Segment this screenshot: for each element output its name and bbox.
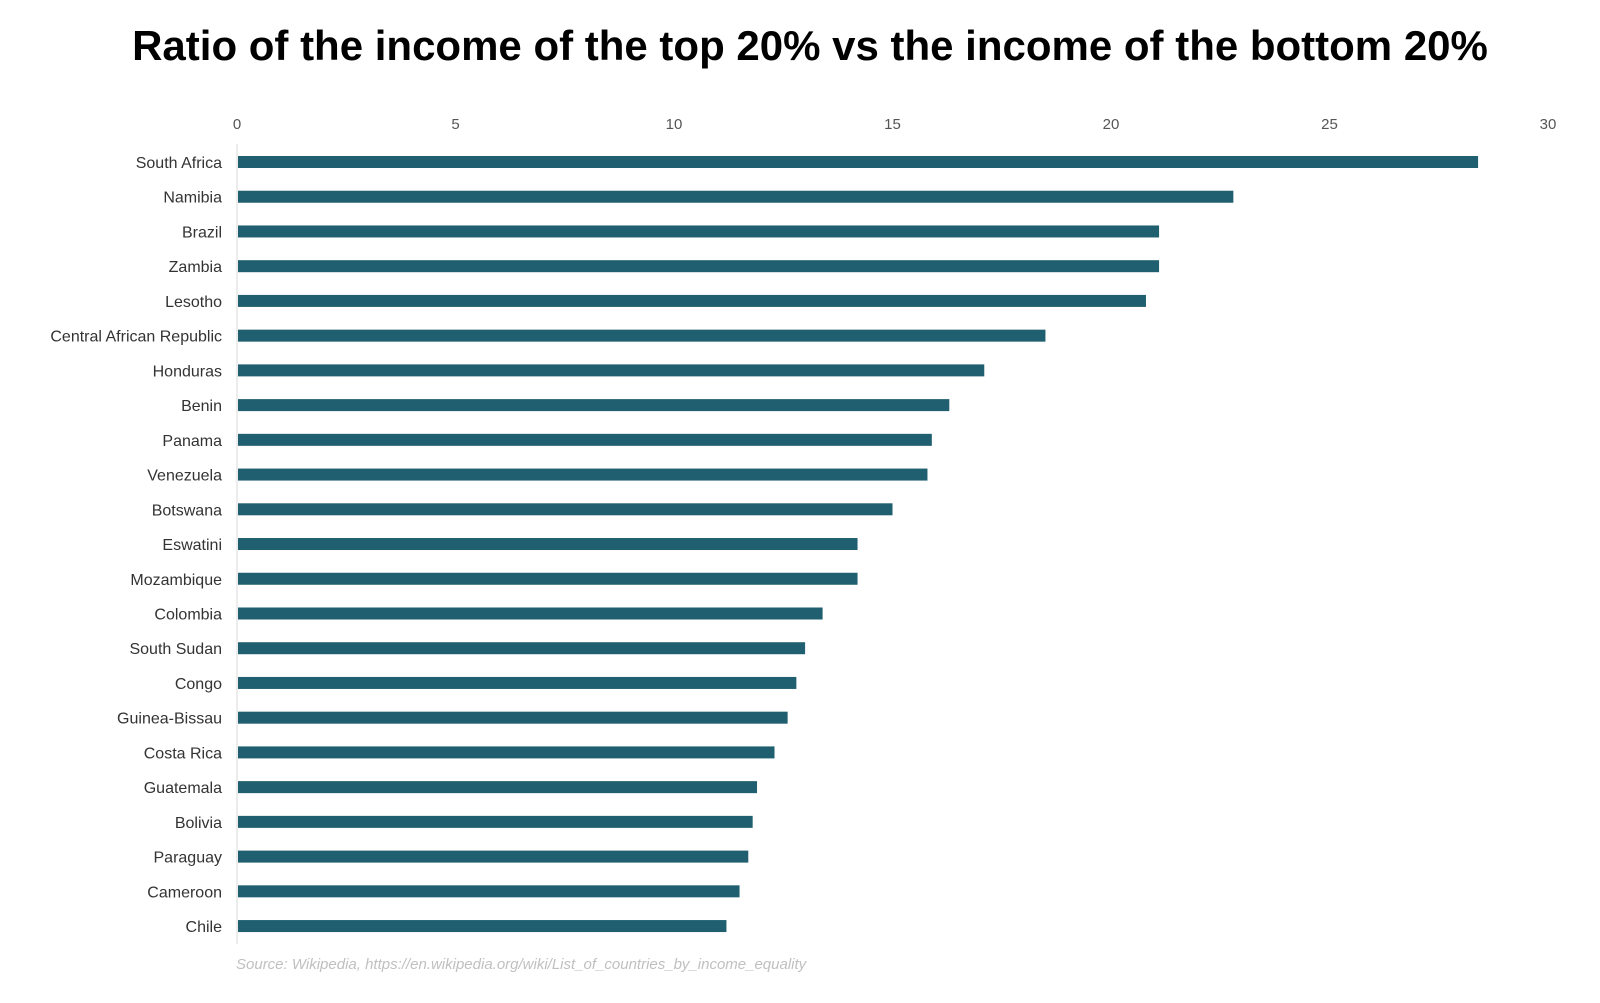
bar bbox=[238, 468, 928, 481]
bar bbox=[238, 225, 1160, 238]
bar bbox=[238, 850, 749, 863]
bar bbox=[238, 642, 806, 655]
category-label: Botswana bbox=[152, 502, 222, 519]
x-tick-label: 5 bbox=[451, 116, 459, 133]
bar bbox=[238, 885, 740, 898]
category-label: Honduras bbox=[153, 363, 222, 380]
category-label: Central African Republic bbox=[50, 329, 222, 346]
bar bbox=[238, 607, 823, 620]
x-tick-label: 30 bbox=[1540, 116, 1557, 133]
category-label: Congo bbox=[175, 676, 222, 693]
bar bbox=[238, 711, 788, 724]
category-label: Lesotho bbox=[165, 294, 222, 311]
bar bbox=[238, 329, 1046, 342]
category-label: Brazil bbox=[182, 224, 222, 241]
category-label: Guatemala bbox=[144, 780, 222, 797]
category-label: Mozambique bbox=[130, 572, 222, 589]
chart-title: Ratio of the income of the top 20% vs th… bbox=[132, 22, 1488, 69]
bar bbox=[238, 190, 1234, 203]
category-labels: South Africa Namibia Brazil Zambia Lesotho Ce… bbox=[50, 155, 222, 936]
category-label: Bolivia bbox=[175, 815, 222, 832]
category-label: Cameroon bbox=[147, 884, 222, 901]
x-tick-label: 20 bbox=[1103, 116, 1120, 133]
bar bbox=[238, 538, 858, 551]
category-label: Panama bbox=[162, 433, 222, 450]
bar bbox=[238, 676, 797, 689]
bar bbox=[238, 294, 1146, 307]
x-tick-label: 25 bbox=[1321, 116, 1338, 133]
category-label: Zambia bbox=[169, 259, 222, 276]
bar bbox=[238, 156, 1479, 168]
x-tick-label: 10 bbox=[666, 116, 683, 133]
category-label: Chile bbox=[186, 919, 223, 936]
x-tick-label: 15 bbox=[884, 116, 901, 133]
category-label: Namibia bbox=[163, 190, 222, 207]
bar bbox=[238, 503, 893, 516]
bar bbox=[238, 260, 1160, 273]
category-label: Costa Rica bbox=[144, 745, 222, 762]
category-label: Benin bbox=[181, 398, 222, 415]
bar bbox=[238, 399, 950, 412]
bar bbox=[238, 364, 985, 377]
category-label: Guinea-Bissau bbox=[117, 711, 222, 728]
bar bbox=[238, 572, 858, 585]
bar bbox=[238, 433, 932, 446]
category-label: Colombia bbox=[154, 606, 222, 623]
category-label: Eswatini bbox=[162, 537, 222, 554]
x-tick-label: 0 bbox=[233, 116, 241, 133]
bars-group bbox=[238, 156, 1479, 933]
category-label: Paraguay bbox=[154, 850, 223, 867]
category-label: South Sudan bbox=[129, 641, 222, 658]
x-axis-ticks: 0 5 10 15 20 25 30 bbox=[233, 116, 1557, 133]
bar bbox=[238, 815, 753, 828]
bar bbox=[238, 920, 727, 933]
bar bbox=[238, 781, 758, 794]
category-label: Venezuela bbox=[147, 468, 222, 485]
category-label: South Africa bbox=[136, 155, 222, 172]
source-note: Source: Wikipedia, https://en.wikipedia.… bbox=[236, 956, 807, 973]
bar bbox=[238, 746, 775, 759]
